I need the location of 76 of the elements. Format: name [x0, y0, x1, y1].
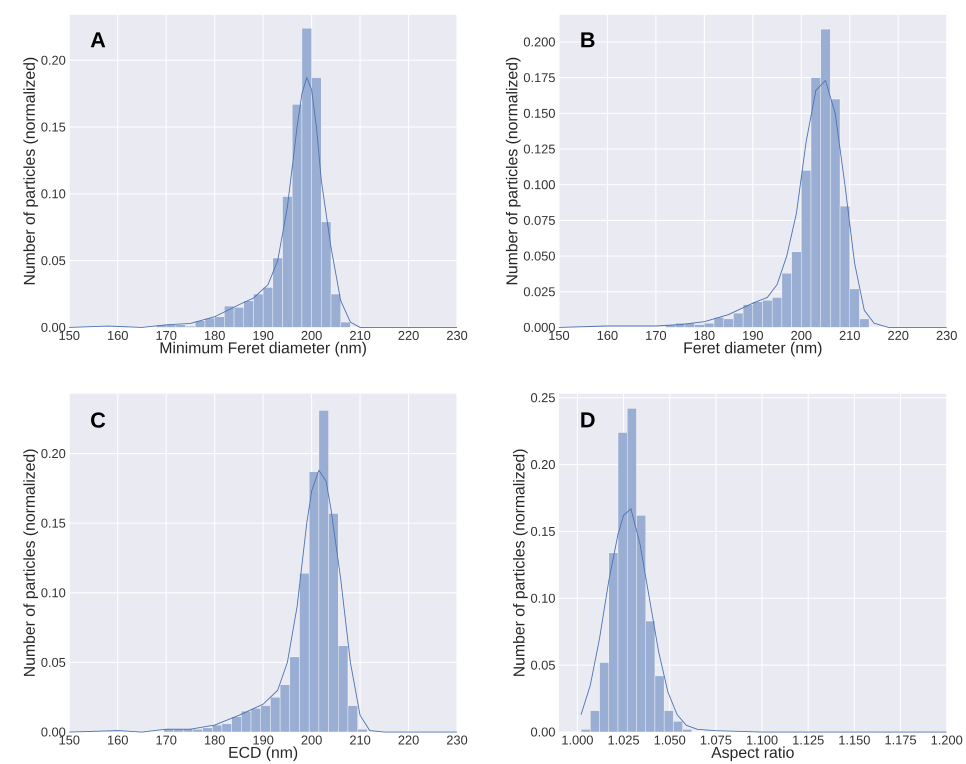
- x-axis-title: Aspect ratio: [711, 746, 794, 761]
- x-tick-label: 150: [60, 735, 80, 744]
- y-tick-label: 0.20: [41, 448, 66, 458]
- y-tick-label: 0.15: [41, 122, 66, 132]
- x-tick-label: 180: [204, 330, 225, 340]
- x-tick-label: 220: [888, 330, 908, 340]
- x-tick-label: 200: [302, 330, 322, 340]
- annotation: A: [90, 32, 106, 48]
- x-tick-label: 1.125: [793, 735, 824, 744]
- y-tick-label: 0.125: [524, 144, 555, 154]
- y-axis-title: Number of particles (normalized): [23, 58, 38, 284]
- y-tick-label: 0.15: [530, 526, 555, 536]
- x-tick-label: 170: [646, 330, 666, 340]
- x-axis-title: Minimum Feret diameter (nm): [160, 342, 366, 356]
- x-tick-label: 1.025: [608, 735, 640, 744]
- x-tick-label: 210: [350, 735, 370, 744]
- x-tick-label: 1.175: [885, 735, 916, 744]
- x-axis-title: Feret diameter (nm): [684, 342, 822, 356]
- x-tick-label: 160: [108, 735, 128, 744]
- line-series: [580, 508, 948, 732]
- y-tick-label: 0.10: [41, 189, 66, 198]
- x-tick-label: 200: [302, 735, 322, 744]
- annotation: B: [581, 32, 595, 48]
- y-tick-label: 0.200: [524, 37, 555, 46]
- x-tick-label: 1.200: [932, 735, 962, 744]
- y-tick-label: 0.15: [41, 518, 66, 528]
- y-tick-label: 0.20: [41, 56, 66, 65]
- x-tick-label: 180: [694, 330, 715, 340]
- x-tick-label: 190: [253, 330, 274, 340]
- y-tick-label: 0.150: [524, 108, 555, 118]
- y-tick-label: 0.25: [530, 392, 555, 402]
- y-tick-label: 0.10: [530, 594, 555, 603]
- y-tick-label: 0.00: [41, 727, 66, 736]
- x-tick-label: 220: [398, 735, 419, 744]
- y-tick-label: 0.00: [41, 322, 66, 332]
- x-tick-label: 160: [108, 330, 128, 340]
- y-axis-title: Number of particles (normalized): [512, 449, 528, 676]
- y-tick-label: 0.000: [524, 322, 555, 332]
- x-tick-label: 180: [204, 735, 225, 744]
- x-tick-label: 1.000: [562, 735, 593, 744]
- x-tick-label: 200: [791, 330, 812, 340]
- y-tick-label: 0.05: [41, 256, 66, 265]
- y-tick-label: 0.05: [41, 658, 66, 667]
- y-axis-title: Number of particles (normalized): [23, 449, 38, 676]
- y-tick-label: 0.075: [524, 216, 555, 225]
- y-tick-label: 0.100: [524, 180, 555, 190]
- x-tick-label: 210: [840, 330, 860, 340]
- y-axis-title: Number of particles (normalized): [506, 58, 521, 284]
- x-tick-label: 1.075: [700, 735, 732, 744]
- x-tick-label: 210: [350, 330, 370, 340]
- x-tick-label: 170: [156, 330, 176, 340]
- x-tick-label: 190: [743, 330, 763, 340]
- x-tick-label: 160: [598, 330, 618, 340]
- y-tick-label: 0.10: [41, 588, 66, 598]
- x-tick-label: 170: [156, 735, 176, 744]
- line-series: [68, 470, 458, 732]
- x-axis-title: ECD (nm): [229, 746, 298, 761]
- y-tick-label: 0.20: [530, 460, 555, 469]
- y-tick-label: 0.05: [530, 660, 555, 670]
- y-tick-label: 0.175: [524, 72, 555, 82]
- y-tick-label: 0.025: [524, 287, 555, 296]
- line-series: [558, 80, 948, 328]
- x-tick-label: 230: [446, 330, 468, 340]
- x-tick-label: 220: [398, 330, 419, 340]
- x-tick-label: 150: [549, 330, 570, 340]
- x-tick-label: 1.150: [839, 735, 870, 744]
- x-tick-label: 150: [60, 330, 80, 340]
- y-tick-label: 0.00: [530, 727, 555, 736]
- x-tick-label: 1.100: [746, 735, 778, 744]
- x-tick-label: 1.050: [654, 735, 686, 744]
- x-tick-label: 190: [253, 735, 274, 744]
- x-tick-label: 230: [446, 735, 468, 744]
- y-tick-label: 0.050: [524, 251, 555, 260]
- x-tick-label: 230: [936, 330, 957, 340]
- annotation: C: [91, 412, 106, 428]
- annotation: D: [581, 412, 595, 428]
